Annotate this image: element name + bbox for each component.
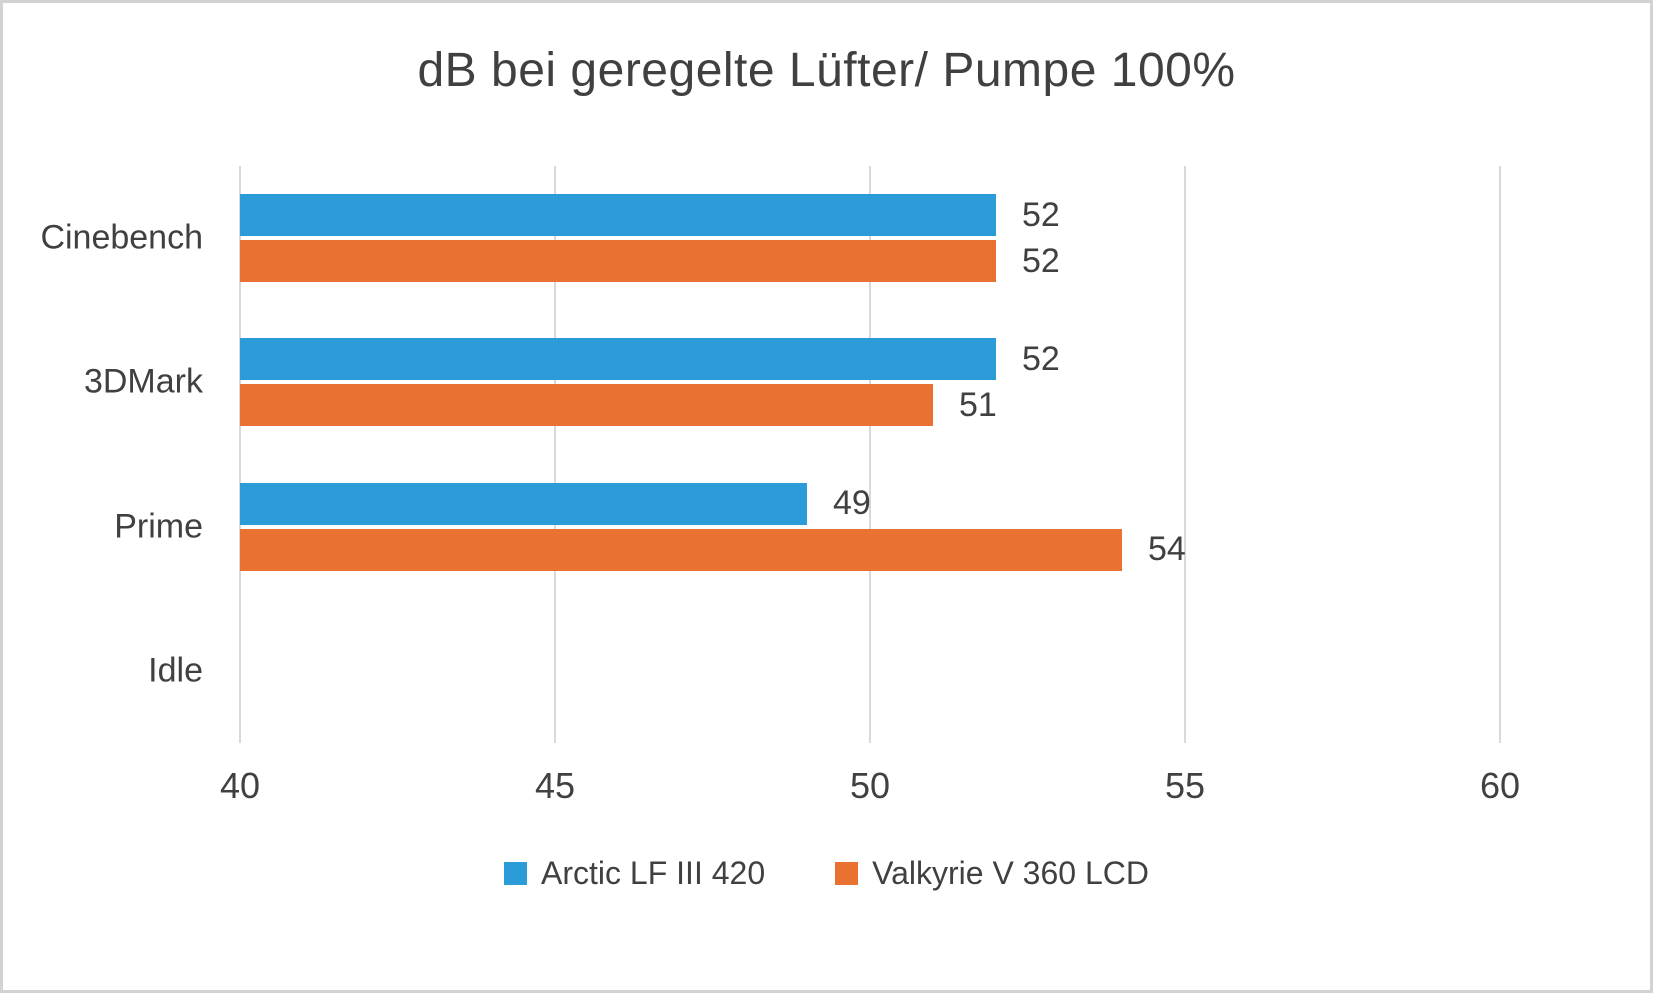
legend-swatch — [504, 862, 528, 885]
x-axis-tick-label: 45 — [534, 765, 576, 806]
legend-label: Arctic LF III 420 — [541, 855, 766, 891]
legend-label: Valkyrie V 360 LCD — [872, 855, 1149, 891]
bar-arctic-lf-iii-420-prime — [240, 482, 807, 525]
data-label: 52 — [1022, 339, 1060, 378]
y-axis-category-label: Prime — [114, 507, 203, 546]
bar-valkyrie-v-360-lcd-cinebench — [240, 240, 996, 283]
chart-title: dB bei geregelte Lüfter/ Pumpe 100% — [417, 44, 1236, 97]
bar-arctic-lf-iii-420-cinebench — [240, 194, 996, 237]
plot-area: 52 52 52 51 49 54 — [239, 166, 1501, 743]
legend-item: Valkyrie V 360 LCD — [835, 855, 1149, 892]
gridline — [1499, 166, 1501, 743]
legend: Arctic LF III 420 Valkyrie V 360 LCD — [3, 855, 1650, 892]
gridline — [239, 166, 241, 743]
data-label: 52 — [1022, 241, 1060, 280]
bar-valkyrie-v-360-lcd-prime — [240, 528, 1122, 571]
legend-item: Arctic LF III 420 — [504, 855, 765, 892]
y-axis: Cinebench 3DMark Prime Idle — [3, 166, 203, 743]
y-axis-category-label: Cinebench — [40, 218, 203, 257]
x-axis-tick-label: 60 — [1479, 765, 1521, 806]
gridline — [554, 166, 556, 743]
data-label: 52 — [1022, 195, 1060, 234]
y-axis-category-label: 3DMark — [83, 362, 203, 401]
gridline — [869, 166, 871, 743]
legend-swatch — [835, 862, 859, 885]
gridline — [1184, 166, 1186, 743]
data-label: 49 — [833, 484, 871, 523]
x-axis-tick-label: 55 — [1164, 765, 1206, 806]
data-label: 51 — [959, 385, 997, 424]
x-axis: 40 45 50 55 60 — [220, 765, 1520, 815]
y-axis-category-label: Idle — [148, 651, 203, 690]
bar-arctic-lf-iii-420-3dmark — [240, 338, 996, 381]
x-axis-tick-label: 50 — [849, 765, 891, 806]
bar-valkyrie-v-360-lcd-3dmark — [240, 384, 933, 427]
x-axis-tick-label: 40 — [219, 765, 261, 806]
data-label: 54 — [1148, 530, 1186, 569]
